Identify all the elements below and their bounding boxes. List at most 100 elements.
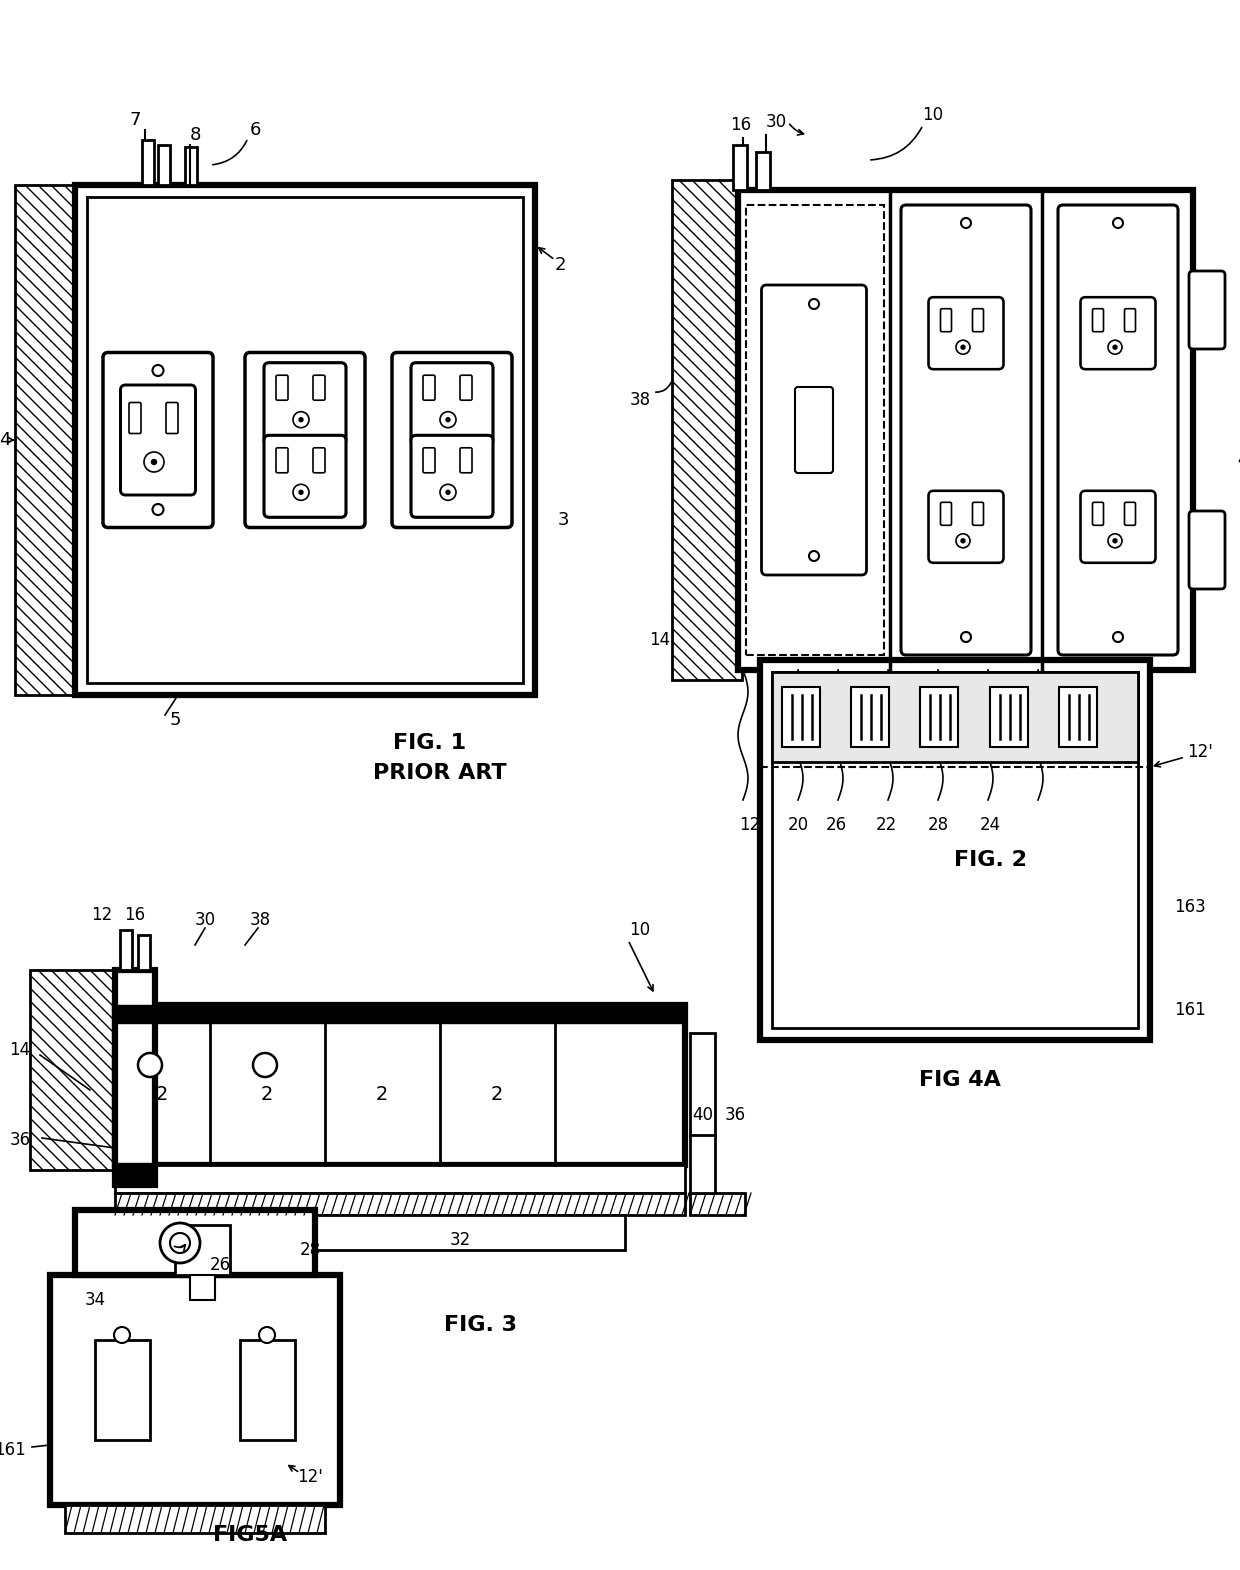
FancyBboxPatch shape: [460, 447, 472, 473]
Circle shape: [1114, 218, 1123, 228]
Text: 20: 20: [787, 816, 808, 834]
Circle shape: [253, 1053, 277, 1077]
Text: 161: 161: [1174, 1000, 1205, 1019]
FancyBboxPatch shape: [1125, 309, 1136, 331]
Text: 14: 14: [650, 631, 671, 648]
FancyBboxPatch shape: [312, 447, 325, 473]
Bar: [15, 185, 81, 696]
Text: 34: 34: [84, 1291, 105, 1309]
Bar: [143, 140, 154, 185]
Text: PRIOR ART: PRIOR ART: [373, 763, 507, 783]
Bar: [773, 672, 1138, 761]
Circle shape: [961, 345, 965, 349]
FancyBboxPatch shape: [761, 286, 867, 575]
Text: 36: 36: [724, 1105, 745, 1124]
FancyBboxPatch shape: [1125, 502, 1136, 526]
FancyBboxPatch shape: [120, 385, 196, 495]
Circle shape: [300, 502, 310, 513]
Bar: [115, 1165, 684, 1193]
Bar: [689, 1033, 715, 1193]
Bar: [115, 1005, 684, 1165]
Text: 2: 2: [554, 256, 565, 275]
Circle shape: [293, 484, 309, 501]
Circle shape: [1109, 534, 1122, 548]
Bar: [74, 1210, 315, 1275]
Text: 4: 4: [0, 432, 11, 449]
Bar: [64, 1506, 325, 1532]
Bar: [175, 1215, 625, 1250]
Text: 10: 10: [923, 107, 944, 124]
FancyBboxPatch shape: [940, 502, 951, 526]
Text: FIG. 1: FIG. 1: [393, 733, 466, 754]
Circle shape: [804, 371, 825, 389]
Circle shape: [299, 490, 303, 495]
Circle shape: [961, 539, 965, 543]
Bar: [50, 1275, 340, 1506]
Text: 10: 10: [630, 922, 651, 939]
Circle shape: [144, 452, 164, 473]
Circle shape: [153, 504, 164, 515]
Bar: [175, 1225, 229, 1275]
Text: 22: 22: [875, 816, 897, 834]
Text: 163: 163: [1174, 898, 1205, 915]
FancyBboxPatch shape: [940, 309, 951, 331]
Text: 28: 28: [299, 1240, 321, 1259]
Text: 12: 12: [739, 816, 760, 834]
Text: 26: 26: [826, 816, 847, 834]
Text: 40: 40: [692, 1105, 713, 1124]
Circle shape: [804, 499, 825, 520]
Text: 32: 32: [449, 1231, 471, 1250]
Text: 30: 30: [195, 911, 216, 929]
Text: 12': 12': [1187, 743, 1213, 761]
FancyBboxPatch shape: [410, 435, 494, 517]
Bar: [185, 148, 197, 185]
Circle shape: [1114, 345, 1117, 349]
Circle shape: [446, 490, 450, 495]
Bar: [851, 688, 889, 747]
FancyBboxPatch shape: [277, 375, 288, 400]
Bar: [738, 190, 1193, 670]
FancyBboxPatch shape: [1080, 491, 1156, 562]
Circle shape: [293, 411, 309, 427]
FancyBboxPatch shape: [129, 402, 141, 433]
Text: 2: 2: [156, 1085, 169, 1105]
Bar: [782, 688, 820, 747]
Circle shape: [300, 366, 310, 377]
Text: 5: 5: [169, 711, 181, 728]
Circle shape: [808, 551, 818, 560]
FancyBboxPatch shape: [1189, 272, 1225, 349]
Bar: [115, 1005, 684, 1024]
Text: 38: 38: [249, 911, 270, 929]
Bar: [74, 185, 534, 696]
Circle shape: [299, 418, 303, 422]
Text: FIG. 2: FIG. 2: [954, 849, 1027, 870]
Circle shape: [446, 418, 450, 422]
Circle shape: [440, 484, 456, 501]
FancyBboxPatch shape: [901, 206, 1030, 655]
Bar: [756, 152, 770, 190]
Text: 12: 12: [92, 906, 113, 925]
Circle shape: [114, 1327, 130, 1342]
Bar: [990, 688, 1028, 747]
Text: 26: 26: [210, 1256, 231, 1273]
Bar: [138, 936, 150, 970]
Text: 28: 28: [928, 816, 949, 834]
Text: FIG 4A: FIG 4A: [919, 1071, 1001, 1090]
Bar: [157, 144, 170, 185]
FancyBboxPatch shape: [312, 375, 325, 400]
Circle shape: [170, 1232, 190, 1253]
Text: 6: 6: [249, 121, 260, 140]
Circle shape: [160, 1223, 200, 1262]
Bar: [95, 1341, 150, 1440]
Bar: [87, 196, 523, 683]
FancyBboxPatch shape: [264, 435, 346, 517]
Circle shape: [956, 534, 970, 548]
Bar: [241, 1341, 295, 1440]
Circle shape: [1114, 633, 1123, 642]
Bar: [1059, 688, 1097, 747]
FancyBboxPatch shape: [103, 353, 213, 528]
FancyBboxPatch shape: [166, 402, 179, 433]
Bar: [672, 181, 742, 680]
Bar: [689, 1193, 745, 1215]
Text: 36: 36: [10, 1130, 31, 1149]
